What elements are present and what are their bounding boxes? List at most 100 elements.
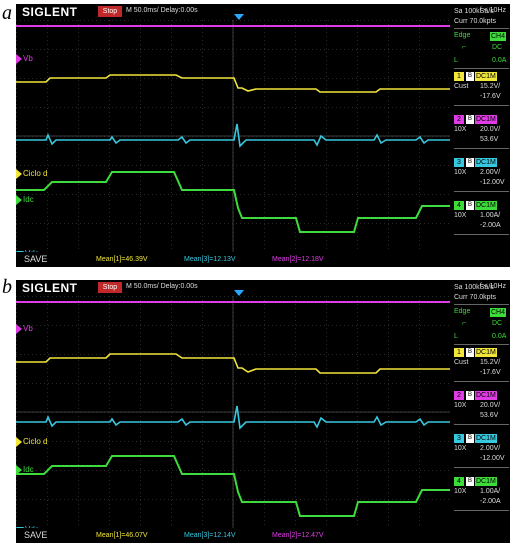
save-button[interactable]: SAVE [24, 530, 48, 540]
trigger-coupling: DC [492, 44, 503, 51]
bandwidth-limit-icon: B [466, 115, 474, 124]
waveform-traces [16, 25, 450, 233]
channel-1-coupling[interactable]: DC1M [475, 348, 497, 357]
run-stop-button[interactable]: Stop [98, 282, 122, 293]
channel-3-coupling[interactable]: DC1M [475, 434, 497, 443]
channel-1-coupling[interactable]: DC1M [475, 72, 497, 81]
channel-3-coupling[interactable]: DC1M [475, 158, 497, 167]
channel-4-offset: -2.00A [480, 222, 501, 229]
oscilloscope-screen-b: SIGLENT Stop M 50.0ms/ Delay:0.00s f < 10Hz… [16, 280, 510, 543]
divider [454, 304, 509, 305]
channel-3-probe: 10X [454, 169, 467, 176]
save-button[interactable]: SAVE [24, 254, 48, 264]
channel-label-idc[interactable]: Idc [16, 465, 36, 475]
bottom-status-bar: SAVE Mean[1]=46.39V Mean[3]=12.13V Mean[2]=… [16, 252, 510, 267]
channel-label-idc[interactable]: Idc [16, 195, 36, 205]
channel-label-ciclo[interactable]: Ciclo d [16, 169, 49, 179]
channel-4-probe: 10X [454, 212, 467, 219]
bandwidth-limit-icon: B [466, 348, 474, 357]
channel-marker-icon [16, 195, 22, 205]
channel-1-number[interactable]: 1 [454, 348, 464, 357]
channel-4-coupling[interactable]: DC1M [475, 477, 497, 486]
settings-side-panel: Sa 100kSa/s Curr 70.0kpts Edge CH4 ⌐ DC L 0.0A 1… [452, 8, 510, 252]
channel-2-coupling[interactable]: DC1M [475, 115, 497, 124]
divider [454, 510, 509, 511]
channel-4-number[interactable]: 4 [454, 201, 464, 210]
channel-4-coupling[interactable]: DC1M [475, 201, 497, 210]
divider [454, 344, 509, 345]
channel-2-number[interactable]: 2 [454, 115, 464, 124]
trigger-slope-icon: ⌐ [462, 44, 467, 51]
channel-marker-icon [16, 437, 22, 447]
trigger-source-badge[interactable]: CH4 [490, 308, 507, 317]
channel-3-number[interactable]: 3 [454, 158, 464, 167]
channel-label-text: Vb [23, 54, 33, 64]
trigger-type: Edge [454, 308, 471, 315]
channel-marker-icon [16, 465, 22, 475]
memory-depth: Curr 70.0kpts [454, 294, 497, 301]
trigger-source-badge[interactable]: CH4 [490, 32, 507, 41]
channel-label-vb[interactable]: Vb [16, 324, 35, 334]
measurement-mean-2: Mean[3]=12.13V [184, 256, 236, 263]
channel-4-probe: 10X [454, 488, 467, 495]
channel-3-number[interactable]: 3 [454, 434, 464, 443]
bandwidth-limit-icon: B [466, 391, 474, 400]
trigger-level-label: L [454, 333, 458, 340]
channel-label-text: Ciclo d [23, 169, 48, 179]
channel-label-text: Idc [23, 465, 34, 475]
divider [454, 28, 509, 29]
channel-label-text: Ciclo d [23, 437, 48, 447]
channel-2-probe: 10X [454, 126, 467, 133]
channel-3-scale: 2.00V/ [480, 445, 501, 452]
trace-ch4-idc [16, 455, 450, 517]
frequency-readout: f < 10Hz [479, 7, 506, 14]
channel-3-scale: 2.00V/ [480, 169, 501, 176]
trace-ch1-duty-cycle [16, 353, 450, 374]
sample-rate: Sa 100kSa/s [454, 284, 494, 291]
bandwidth-limit-icon: B [466, 158, 474, 167]
trigger-level: 0.0A [492, 333, 507, 340]
channel-4-number[interactable]: 4 [454, 477, 464, 486]
bandwidth-limit-icon: B [466, 201, 474, 210]
channel-marker-icon [16, 54, 22, 64]
channel-3-offset: -12.00V [480, 179, 505, 186]
channel-2-number[interactable]: 2 [454, 391, 464, 400]
top-status-bar: SIGLENT Stop M 50.0ms/ Delay:0.00s f < 10Hz [16, 280, 510, 296]
channel-4-scale: 1.00A/ [480, 488, 501, 495]
measurement-mean-2: Mean[3]=12.14V [184, 532, 236, 539]
divider [454, 68, 509, 69]
channel-2-scale: 20.0V/ [480, 126, 501, 133]
divider [454, 467, 509, 468]
trigger-level: 0.0A [492, 57, 507, 64]
divider [454, 234, 509, 235]
panel-letter-a: a [2, 2, 12, 24]
channel-2-offset: 53.6V [480, 136, 499, 143]
channel-2-scale: 20.0V/ [480, 402, 501, 409]
channel-1-number[interactable]: 1 [454, 72, 464, 81]
channel-2-coupling[interactable]: DC1M [475, 391, 497, 400]
timebase-readout[interactable]: M 50.0ms/ Delay:0.00s [126, 7, 198, 14]
trace-ch3-vdc [16, 405, 450, 430]
sample-rate: Sa 100kSa/s [454, 8, 494, 15]
channel-4-offset: -2.00A [480, 498, 501, 505]
channel-marker-icon [16, 324, 22, 334]
divider [454, 105, 509, 106]
divider [454, 381, 509, 382]
trace-ch4-idc [16, 171, 450, 233]
channel-1-offset: -17.6V [480, 369, 501, 376]
channel-3-offset: -12.00V [480, 455, 505, 462]
measurement-mean-3: Mean[2]=12.47V [272, 532, 324, 539]
run-stop-button[interactable]: Stop [98, 6, 122, 17]
waveform-traces [16, 301, 450, 517]
bandwidth-limit-icon: B [466, 434, 474, 443]
top-status-bar: SIGLENT Stop M 50.0ms/ Delay:0.00s f < 10Hz [16, 4, 510, 20]
trigger-slope-icon: ⌐ [462, 320, 467, 327]
trigger-position-marker-icon[interactable] [234, 14, 244, 20]
channel-label-vb[interactable]: Vb [16, 54, 35, 64]
channel-label-ciclo[interactable]: Ciclo d [16, 437, 49, 447]
divider [454, 424, 509, 425]
trigger-position-marker-icon[interactable] [234, 290, 244, 296]
graticule [16, 296, 450, 528]
timebase-readout[interactable]: M 50.0ms/ Delay:0.00s [126, 283, 198, 290]
channel-1-scale: 15.2V/ [480, 359, 501, 366]
